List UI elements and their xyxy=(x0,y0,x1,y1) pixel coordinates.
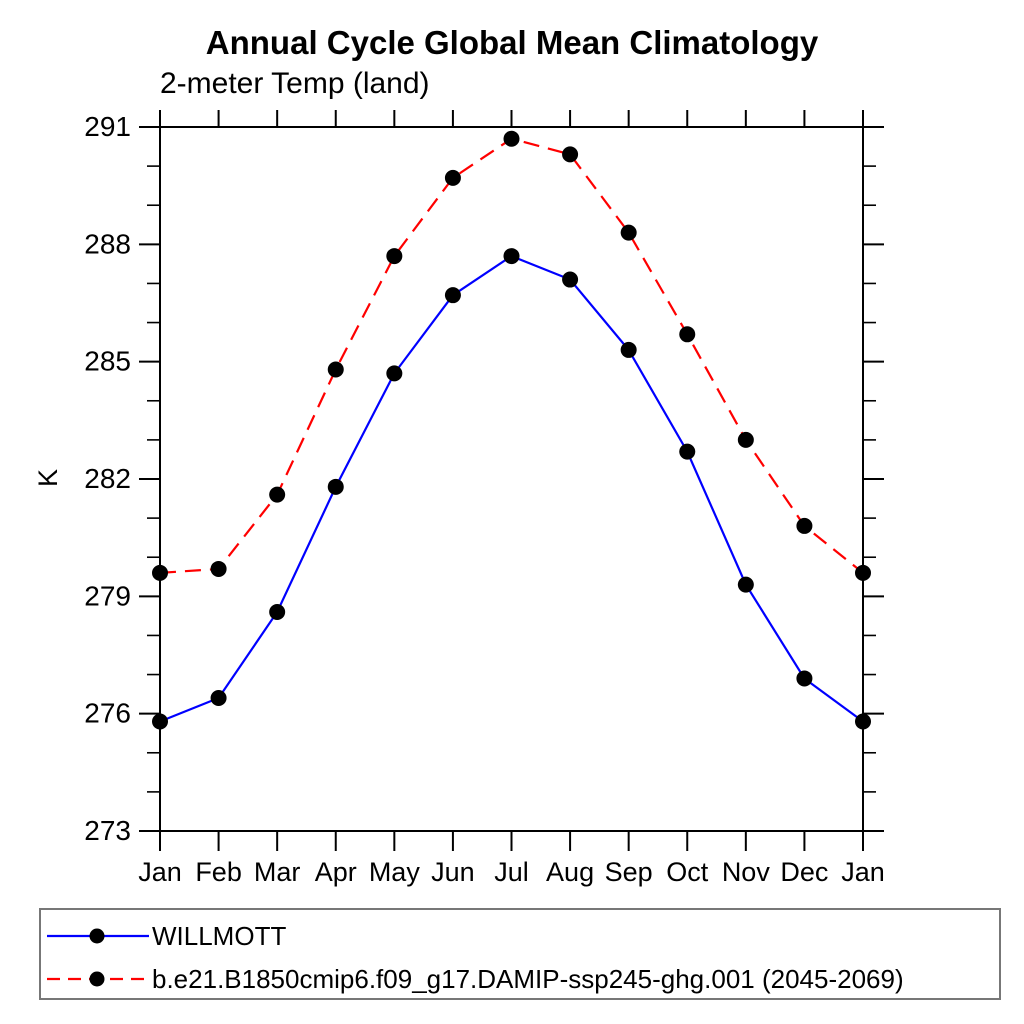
legend-label-willmott: WILLMOTT xyxy=(152,920,287,951)
data-point-willmott xyxy=(327,478,344,495)
x-axis-tick-label: Sep xyxy=(605,857,653,887)
data-point-model xyxy=(855,564,871,581)
data-point-willmott xyxy=(210,690,227,707)
y-axis-tick-label: 276 xyxy=(84,698,131,729)
data-point-willmott xyxy=(269,603,286,620)
y-axis-tick-label: 273 xyxy=(84,815,131,846)
y-axis-tick-label: 279 xyxy=(84,580,131,611)
data-point-model xyxy=(503,130,520,147)
data-point-willmott xyxy=(855,713,871,730)
x-axis-tick-label: Feb xyxy=(195,857,242,887)
legend-row-model: b.e21.B1850cmip6.f09_g17.DAMIP-ssp245-gh… xyxy=(47,964,904,994)
x-axis-tick-label: Aug xyxy=(546,857,594,887)
x-axis-tick-label: Mar xyxy=(254,857,301,887)
data-point-model xyxy=(210,560,227,577)
data-point-model xyxy=(386,248,403,265)
legend-line-sample-dashed xyxy=(47,971,149,987)
legend-label-model: b.e21.B1850cmip6.f09_g17.DAMIP-ssp245-gh… xyxy=(152,963,904,994)
data-point-willmott xyxy=(679,443,696,460)
x-axis-tick-label: Jul xyxy=(494,857,529,887)
data-point-model xyxy=(796,517,813,534)
x-axis-tick-label: May xyxy=(369,857,421,887)
data-point-model xyxy=(562,146,579,163)
x-axis-tick-label: Jan xyxy=(841,857,885,887)
data-point-willmott xyxy=(737,576,754,593)
data-point-model xyxy=(152,564,168,581)
legend-line-sample-solid xyxy=(47,928,149,944)
data-point-model xyxy=(737,431,754,448)
data-point-willmott xyxy=(620,341,637,358)
legend-marker-icon xyxy=(89,971,105,987)
plot-frame xyxy=(159,126,864,832)
data-point-model xyxy=(444,169,461,186)
data-point-willmott xyxy=(503,248,520,265)
y-axis-tick-label: 291 xyxy=(84,111,131,142)
x-axis-tick-label: Jan xyxy=(138,857,182,887)
x-axis-tick-label: Jun xyxy=(431,857,475,887)
data-point-model xyxy=(269,486,286,503)
data-point-willmott xyxy=(386,365,403,382)
y-axis-tick-label: 282 xyxy=(84,463,131,494)
y-axis-tick-label: 285 xyxy=(84,346,131,377)
x-axis-tick-label: Apr xyxy=(315,857,357,887)
legend-marker-icon xyxy=(89,928,105,944)
data-point-model xyxy=(327,361,344,378)
legend-box: WILLMOTT b.e21.B1850cmip6.f09_g17.DAMIP-… xyxy=(39,908,1001,1000)
x-axis-tick-label: Oct xyxy=(666,857,709,887)
x-axis-tick-label: Dec xyxy=(780,857,828,887)
data-point-model xyxy=(679,326,696,343)
legend-row-willmott: WILLMOTT xyxy=(47,921,286,951)
chart-title: Annual Cycle Global Mean Climatology xyxy=(205,24,819,61)
data-point-model xyxy=(620,224,637,241)
data-point-willmott xyxy=(562,271,579,288)
chart-subtitle: 2-meter Temp (land) xyxy=(160,67,430,100)
series-line-willmott xyxy=(159,254,864,723)
data-point-willmott xyxy=(796,670,813,687)
series-line-model xyxy=(159,137,864,574)
x-axis-tick-label: Nov xyxy=(722,857,771,887)
data-point-willmott xyxy=(152,713,168,730)
y-axis-tick-label: 288 xyxy=(84,228,131,259)
data-point-willmott xyxy=(444,287,461,304)
